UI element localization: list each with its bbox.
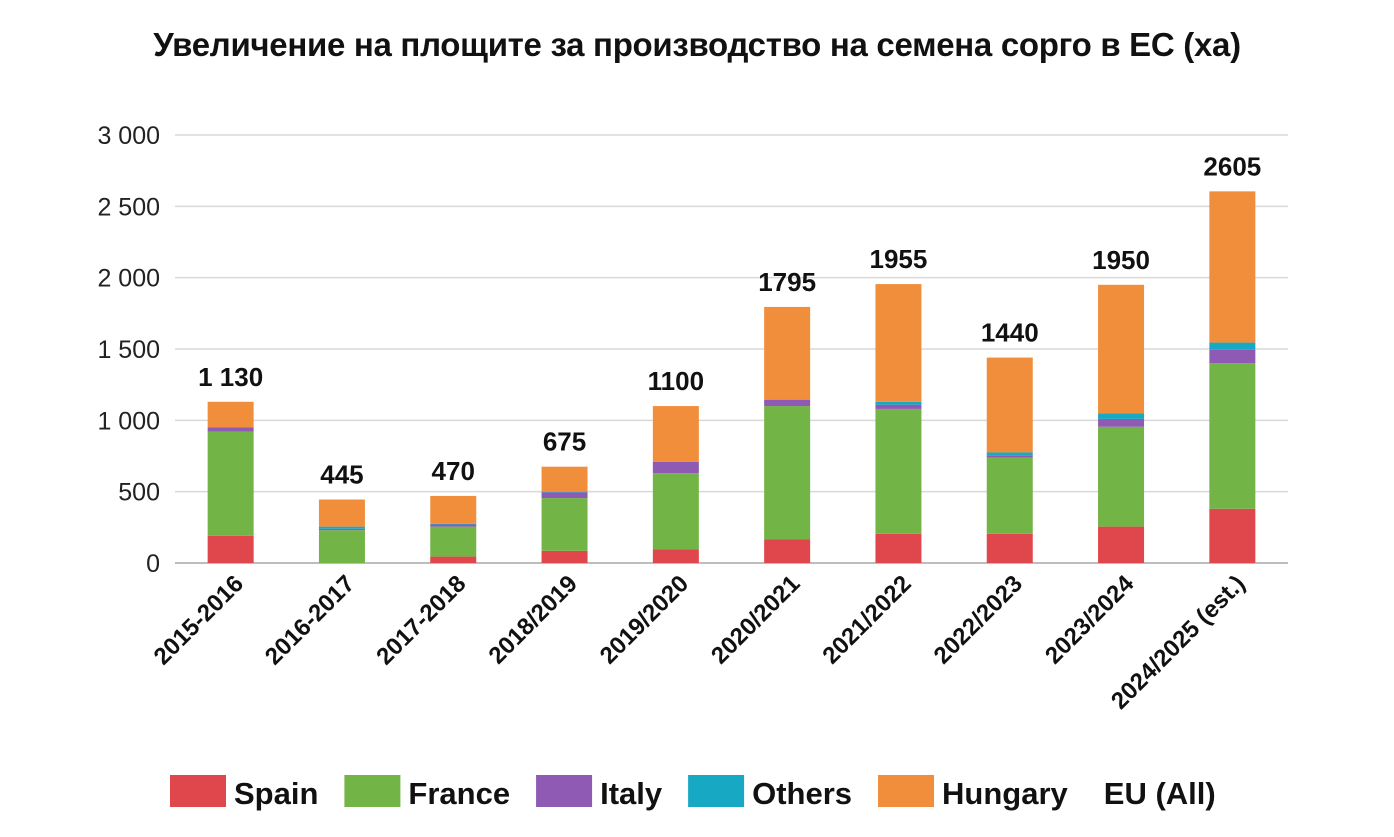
y-tick-label: 2 000 <box>97 265 160 293</box>
x-tick-label: 2021/2022 <box>817 570 916 669</box>
bar-segment-italy <box>652 461 699 474</box>
y-tick-label: 1 000 <box>97 407 160 435</box>
bar-segment-spain <box>430 556 477 563</box>
x-tick-label: 2016-2017 <box>260 570 360 670</box>
x-tick-label: 2018/2019 <box>483 570 582 669</box>
bar-segment-others <box>318 526 365 529</box>
bar-segment-hungary <box>1098 284 1145 414</box>
bar-segment-france <box>430 526 477 557</box>
bar-segment-hungary <box>652 406 699 462</box>
bar-segment-spain <box>652 549 699 563</box>
legend-swatch-others <box>688 775 745 807</box>
x-tick-label: 2019/2020 <box>595 570 694 669</box>
data-label-total: 1955 <box>870 244 928 274</box>
bar-segment-france <box>1098 426 1145 527</box>
data-label-total: 675 <box>543 427 586 457</box>
data-label-total: 1950 <box>1092 245 1150 275</box>
data-label-total: 1 130 <box>198 362 263 392</box>
legend-label: Others <box>752 776 852 811</box>
bar-segment-hungary <box>986 357 1033 453</box>
bar-segment-italy <box>1209 349 1256 364</box>
bar-segment-others <box>430 523 477 525</box>
bar-segment-others <box>1209 342 1256 350</box>
bar-segment-spain <box>1209 508 1256 563</box>
bar-segment-spain <box>986 533 1033 563</box>
legend-label: France <box>408 776 510 811</box>
bar-segment-hungary <box>318 499 365 527</box>
bar-segment-hungary <box>207 401 254 428</box>
bar-segment-spain <box>1098 526 1145 563</box>
bar-segment-hungary <box>1209 191 1256 343</box>
x-tick-label: 2022/2023 <box>929 570 1028 669</box>
y-tick-label: 3 000 <box>97 122 160 150</box>
data-label-total: 1795 <box>758 267 816 297</box>
bar-segment-france <box>764 406 811 540</box>
bar-segment-france <box>652 473 699 550</box>
bar-segment-hungary <box>541 466 588 492</box>
legend-label: Spain <box>234 776 318 811</box>
legend-swatch-france <box>344 775 401 807</box>
bar-segment-france <box>875 408 922 534</box>
data-label-total: 445 <box>320 460 363 490</box>
x-tick-label: 2023/2024 <box>1040 570 1140 670</box>
bar-segment-hungary <box>764 306 811 400</box>
bar-segment-others <box>1098 413 1145 419</box>
bar-segment-spain <box>875 533 922 563</box>
bar-segment-spain <box>541 550 588 563</box>
legend-swatch-hungary <box>878 775 935 807</box>
bar-segment-hungary <box>430 495 477 524</box>
legend-swatch-spain <box>170 775 226 807</box>
data-label-total: 2605 <box>1203 151 1261 181</box>
bar-segment-spain <box>764 539 811 563</box>
y-tick-label: 1 500 <box>97 336 160 364</box>
y-tick-label: 500 <box>118 479 160 507</box>
chart-title: Увеличение на площите за производство на… <box>153 26 1241 63</box>
bar-segment-italy <box>1098 418 1145 427</box>
legend-label: Italy <box>600 776 663 811</box>
bar-segment-france <box>986 457 1033 534</box>
bar-segment-italy <box>430 524 477 527</box>
bar-segment-france <box>207 431 254 536</box>
bar-segment-italy <box>318 528 365 531</box>
bar-segment-italy <box>986 455 1033 458</box>
y-tick-label: 0 <box>146 550 160 578</box>
bar-segment-italy <box>764 399 811 407</box>
bar-segment-france <box>318 530 365 563</box>
bar-segment-italy <box>875 404 922 409</box>
legend-label: Hungary <box>942 776 1069 811</box>
legend-label: EU (All) <box>1104 776 1216 811</box>
bar-segment-others <box>541 491 588 493</box>
bar-segment-italy <box>207 427 254 432</box>
data-label-total: 1440 <box>981 318 1039 348</box>
data-label-total: 1100 <box>648 366 704 396</box>
bar-segment-france <box>541 498 588 551</box>
bar-segment-spain <box>207 535 254 563</box>
x-tick-label: 2017-2018 <box>371 570 471 670</box>
bar-segment-france <box>1209 363 1256 509</box>
bar-segment-others <box>986 452 1033 456</box>
bar-segment-hungary <box>875 284 922 402</box>
x-tick-label: 2015-2016 <box>149 570 249 670</box>
y-tick-label: 2 500 <box>97 193 160 221</box>
legend-swatch-italy <box>536 775 593 807</box>
bar-segment-others <box>875 401 922 405</box>
x-tick-label: 2020/2021 <box>706 570 805 669</box>
bar-segment-italy <box>541 492 588 499</box>
data-label-total: 470 <box>432 456 475 486</box>
